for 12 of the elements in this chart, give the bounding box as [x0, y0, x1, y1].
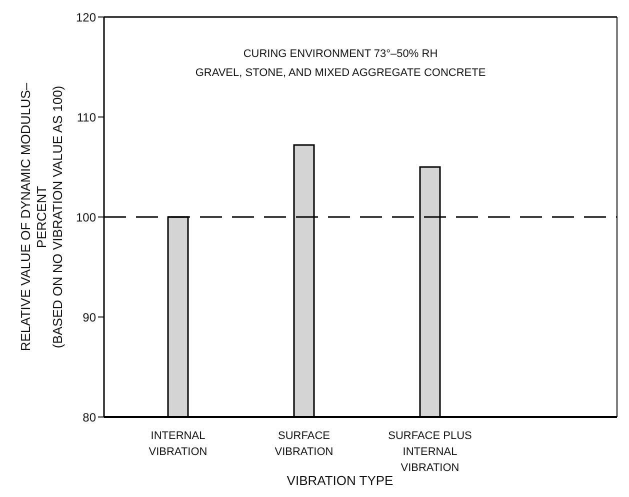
annotation: GRAVEL, STONE, AND MIXED AGGREGATE CONCRETE — [195, 67, 486, 79]
x-tick-label: SURFACE PLUS INTERNAL VIBRATION — [388, 430, 472, 474]
x-tick-label: INTERNAL VIBRATION — [148, 430, 208, 458]
y-axis-title: RELATIVE VALUE OF DYNAMIC MODULUS– PERCENT (BASED ON NO VIBRATION VALUE AS 100) — [18, 82, 65, 352]
y-tick-label: 120 — [76, 10, 96, 24]
x-tick-label: SURFACE VIBRATION — [274, 430, 334, 458]
annotation: CURING ENVIRONMENT 73°–50% RH — [243, 48, 438, 60]
x-axis-title: VIBRATION TYPE — [286, 473, 394, 488]
y-tick-label: 100 — [76, 210, 96, 224]
y-tick-label: 80 — [82, 410, 96, 424]
y-tick-label: 110 — [76, 110, 96, 124]
y-tick-label: 90 — [82, 310, 96, 324]
